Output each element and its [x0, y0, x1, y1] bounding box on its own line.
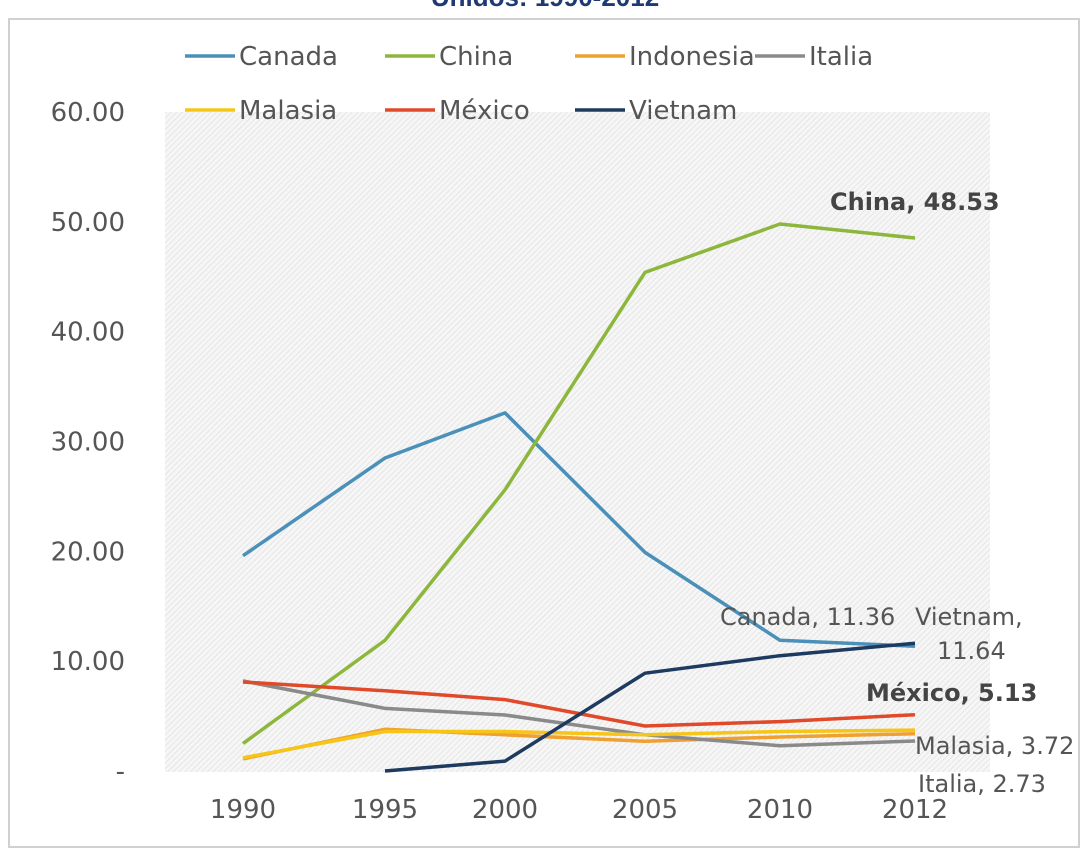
legend-item: Malasia	[185, 96, 337, 126]
x-tick-label: 2005	[612, 795, 678, 825]
data-label: Malasia, 3.72	[915, 732, 1074, 760]
series-line-vietnam	[384, 641, 916, 773]
legend-label: Italia	[809, 42, 873, 72]
y-tick-label: 50.00	[51, 208, 125, 238]
series-line-canada	[242, 411, 916, 648]
x-tick-label: 2010	[747, 795, 813, 825]
x-tick-label: 1995	[352, 795, 418, 825]
legend-item: Indonesia	[575, 42, 755, 72]
y-tick-label: 20.00	[51, 537, 125, 567]
data-label: Canada, 11.36	[720, 603, 895, 631]
series-line-china	[241, 222, 916, 745]
data-label: China, 48.53	[830, 188, 1000, 216]
legend-label: México	[439, 96, 530, 126]
legend-label: Vietnam	[629, 96, 737, 126]
x-tick-label: 1990	[210, 795, 276, 825]
data-label: Vietnam,	[915, 603, 1023, 631]
y-tick-label: 60.00	[51, 98, 125, 128]
legend-label: Malasia	[239, 96, 337, 126]
legend-item: China	[385, 42, 513, 72]
legend-item: Canada	[185, 42, 338, 72]
series-line-italia	[242, 679, 916, 748]
legend-item: Italia	[755, 42, 873, 72]
x-tick-label: 2000	[472, 795, 538, 825]
series-line-mexico	[242, 680, 916, 728]
y-tick-label: 10.00	[51, 647, 125, 677]
y-tick-label: 40.00	[51, 318, 125, 348]
legend-item: México	[385, 96, 530, 126]
chart-title: Unidos: 1990-2012	[0, 0, 1090, 13]
legend-label: Canada	[239, 42, 338, 72]
legend-label: Indonesia	[629, 42, 755, 72]
legend-item: Vietnam	[575, 96, 737, 126]
plot-area	[165, 112, 990, 772]
legend-label: China	[439, 42, 513, 72]
x-tick-label: 2012	[882, 795, 948, 825]
y-tick-label: 30.00	[51, 428, 125, 458]
series-line-malasia	[242, 728, 916, 760]
data-label: México, 5.13	[866, 679, 1037, 707]
y-tick-label: -	[116, 757, 125, 787]
data-label: Italia, 2.73	[918, 770, 1046, 798]
data-label: 11.64	[937, 637, 1006, 665]
